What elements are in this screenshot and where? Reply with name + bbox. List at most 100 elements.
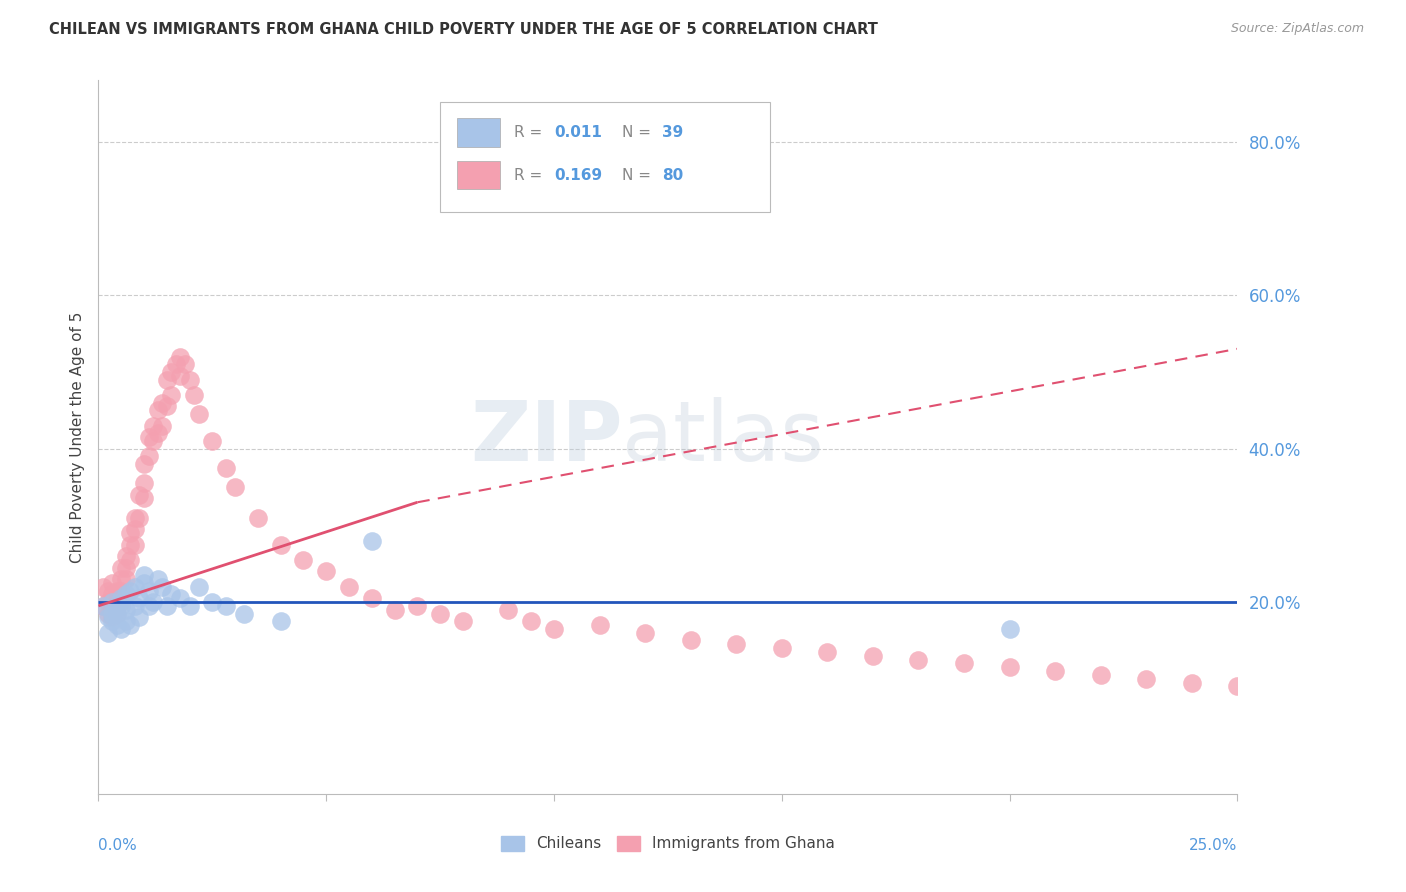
Point xyxy=(114,572,136,586)
Point xyxy=(110,595,132,609)
Point xyxy=(292,553,315,567)
Point xyxy=(132,476,155,491)
Point xyxy=(215,599,238,613)
Point xyxy=(105,607,128,621)
Point xyxy=(124,537,146,551)
Point xyxy=(110,583,132,598)
Point xyxy=(91,599,114,613)
Point xyxy=(270,614,292,628)
Point xyxy=(187,580,209,594)
Point xyxy=(169,350,191,364)
Y-axis label: Child Poverty Under the Age of 5: Child Poverty Under the Age of 5 xyxy=(69,311,84,563)
Point xyxy=(132,575,155,590)
Point xyxy=(150,580,173,594)
Point xyxy=(142,418,165,433)
Point xyxy=(142,434,165,448)
Point xyxy=(132,491,155,506)
Point xyxy=(679,633,702,648)
Point xyxy=(815,645,838,659)
Point xyxy=(114,587,136,601)
Point xyxy=(120,583,142,598)
Point xyxy=(953,657,976,671)
Point xyxy=(998,660,1021,674)
Point xyxy=(1226,680,1249,694)
Point xyxy=(101,599,124,613)
Text: N =: N = xyxy=(623,168,657,183)
Point xyxy=(360,533,382,548)
Point xyxy=(128,488,150,502)
Point xyxy=(233,607,256,621)
Point xyxy=(169,591,191,606)
Point xyxy=(150,395,173,409)
Point xyxy=(770,641,793,656)
Point xyxy=(315,565,337,579)
Point xyxy=(120,618,142,632)
Point xyxy=(1135,672,1157,686)
Point xyxy=(101,610,124,624)
Point xyxy=(429,607,451,621)
Point xyxy=(91,599,114,613)
Point xyxy=(156,400,179,414)
Point xyxy=(132,457,155,471)
Point xyxy=(138,583,160,598)
Point xyxy=(124,510,146,524)
Point xyxy=(156,599,179,613)
FancyBboxPatch shape xyxy=(457,161,501,189)
Point xyxy=(201,595,224,609)
Point xyxy=(114,603,136,617)
Point xyxy=(120,537,142,551)
Text: CHILEAN VS IMMIGRANTS FROM GHANA CHILD POVERTY UNDER THE AGE OF 5 CORRELATION CH: CHILEAN VS IMMIGRANTS FROM GHANA CHILD P… xyxy=(49,22,879,37)
Point xyxy=(128,610,150,624)
Point xyxy=(183,388,205,402)
Point xyxy=(105,607,128,621)
Point xyxy=(120,553,142,567)
Point xyxy=(101,587,124,601)
Point xyxy=(588,618,610,632)
Point xyxy=(1043,664,1066,678)
Point xyxy=(384,603,406,617)
Text: 0.011: 0.011 xyxy=(554,125,602,140)
Point xyxy=(150,418,173,433)
Point xyxy=(543,622,565,636)
Point xyxy=(862,648,884,663)
Point xyxy=(215,460,238,475)
Point xyxy=(132,568,155,582)
Point xyxy=(224,480,246,494)
Point xyxy=(105,618,128,632)
Point xyxy=(110,560,132,574)
Point xyxy=(169,368,191,383)
Point xyxy=(91,580,114,594)
Text: Source: ZipAtlas.com: Source: ZipAtlas.com xyxy=(1230,22,1364,36)
Text: R =: R = xyxy=(515,168,547,183)
Point xyxy=(105,599,128,613)
Point xyxy=(138,430,160,444)
Point xyxy=(160,365,183,379)
Point xyxy=(142,595,165,609)
Point xyxy=(96,583,118,598)
Point xyxy=(165,357,187,371)
Point xyxy=(146,426,169,441)
Point xyxy=(187,407,209,421)
Point xyxy=(406,599,429,613)
Point xyxy=(110,572,132,586)
Point xyxy=(174,357,197,371)
Text: 25.0%: 25.0% xyxy=(1189,838,1237,854)
FancyBboxPatch shape xyxy=(457,118,501,146)
Point xyxy=(520,614,543,628)
Point xyxy=(114,560,136,574)
Legend: Chileans, Immigrants from Ghana: Chileans, Immigrants from Ghana xyxy=(495,830,841,857)
Text: R =: R = xyxy=(515,125,547,140)
Point xyxy=(110,622,132,636)
Point xyxy=(110,599,132,613)
Text: atlas: atlas xyxy=(623,397,824,477)
Point xyxy=(634,625,657,640)
Text: 0.0%: 0.0% xyxy=(98,838,138,854)
Point xyxy=(105,583,128,598)
Point xyxy=(146,403,169,417)
FancyBboxPatch shape xyxy=(440,102,770,212)
Point xyxy=(160,388,183,402)
Point xyxy=(96,625,118,640)
Point xyxy=(1181,675,1204,690)
Point xyxy=(114,614,136,628)
Point xyxy=(179,372,201,386)
